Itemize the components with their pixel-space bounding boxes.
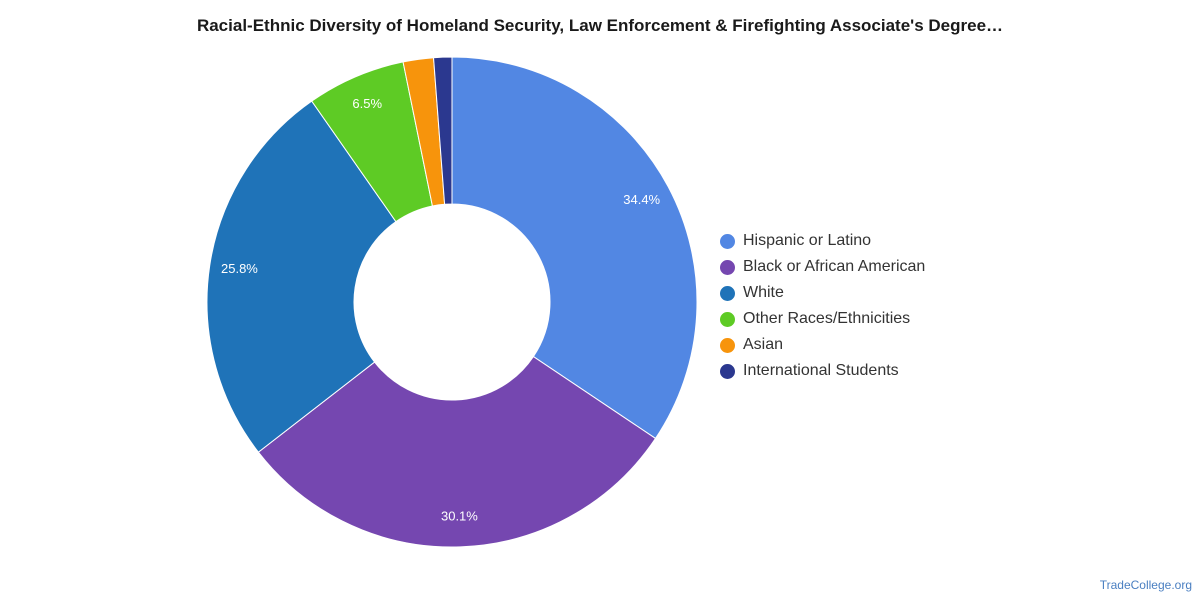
legend-item-white[interactable]: White (720, 280, 1020, 306)
legend-item-asian[interactable]: Asian (720, 332, 1020, 358)
chart-title: Racial-Ethnic Diversity of Homeland Secu… (196, 16, 1004, 35)
legend-swatch (720, 259, 735, 275)
legend-label: International Students (743, 362, 899, 379)
slice-label-black-or-african-american: 30.1% (441, 508, 478, 523)
legend-item-hispanic-or-latino[interactable]: Hispanic or Latino (720, 228, 1020, 254)
legend-label: Other Races/Ethnicities (743, 310, 911, 327)
legend-swatch (720, 285, 735, 301)
watermark[interactable]: TradeCollege.org (1099, 578, 1192, 592)
legend-label: Black or African American (743, 258, 926, 275)
slice-black-or-african-american[interactable] (257, 355, 657, 548)
slice-group (206, 56, 698, 548)
legend-item-black-or-african-american[interactable]: Black or African American (720, 254, 1020, 280)
slice-label-other-races-ethnicities: 6.5% (352, 96, 382, 111)
legend-swatch (720, 337, 735, 353)
slice-hispanic-or-latino[interactable] (451, 56, 698, 440)
slice-label-hispanic-or-latino: 34.4% (623, 192, 660, 207)
legend-label: Hispanic or Latino (743, 232, 872, 249)
legend-swatch (720, 363, 735, 379)
legend-swatch (720, 233, 735, 249)
slice-international-students[interactable] (433, 56, 453, 205)
legend-item-other-races-ethnicities[interactable]: Other Races/Ethnicities (720, 306, 1020, 332)
legend-label: White (743, 284, 784, 301)
legend: Hispanic or Latino Black or African Ameri… (720, 228, 1020, 384)
legend-item-international-students[interactable]: International Students (720, 358, 1020, 384)
slice-white[interactable] (206, 100, 397, 453)
slice-label-group: 34.4% 30.1% 25.8% 6.5% (221, 96, 661, 523)
legend-swatch (720, 311, 735, 327)
legend-label: Asian (743, 336, 784, 353)
slice-label-white: 25.8% (221, 261, 258, 276)
